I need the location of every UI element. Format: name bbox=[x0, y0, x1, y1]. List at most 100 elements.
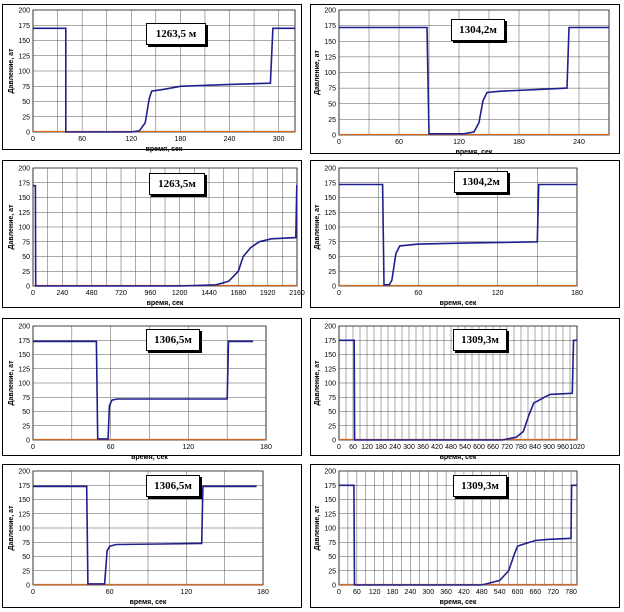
y-tick-label: 50 bbox=[328, 254, 336, 261]
x-tick-label: 720 bbox=[547, 589, 559, 596]
pressure-series-line bbox=[33, 340, 254, 440]
x-tick-label: 300 bbox=[422, 589, 434, 596]
y-tick-label: 200 bbox=[18, 469, 30, 476]
y-tick-label: 175 bbox=[18, 483, 30, 490]
x-tick-label: 240 bbox=[56, 290, 68, 297]
y-tick-label: 200 bbox=[324, 324, 336, 331]
depth-label: 1304,2м bbox=[451, 19, 505, 41]
x-tick-label: 600 bbox=[473, 444, 485, 451]
y-tick-label: 50 bbox=[22, 409, 30, 416]
y-tick-label: 75 bbox=[22, 395, 30, 402]
x-tick-label: 60 bbox=[106, 589, 114, 596]
x-tick-label: 0 bbox=[31, 444, 35, 451]
chart-panel-6: 0 25 50 75 100 125 150 175 200 0 60 120 180 240 300 360… bbox=[310, 318, 620, 461]
y-tick-label: 150 bbox=[18, 195, 30, 202]
y-tick-label: 100 bbox=[18, 225, 30, 232]
x-tick-label: 1020 bbox=[569, 444, 585, 451]
y-axis-label: Давление, ат bbox=[8, 204, 15, 250]
y-axis-label: Давление, ат bbox=[314, 360, 321, 406]
x-tick-label: 960 bbox=[557, 444, 569, 451]
depth-label: 1306,5м bbox=[146, 475, 200, 497]
x-tick-label: 60 bbox=[349, 444, 357, 451]
x-axis-label: время, сек bbox=[147, 300, 184, 307]
x-tick-label: 420 bbox=[431, 444, 443, 451]
chart-panel-7: 0 25 50 75 100 125 150 175 200 0 60 120 180 время, се… bbox=[2, 464, 302, 608]
x-axis-label: время, сек bbox=[130, 599, 167, 606]
y-tick-label: 200 bbox=[18, 324, 30, 331]
y-tick-label: 175 bbox=[324, 23, 336, 30]
x-tick-label: 0 bbox=[337, 444, 341, 451]
y-tick-label: 25 bbox=[22, 423, 30, 430]
y-tick-label: 50 bbox=[328, 409, 336, 416]
x-tick-label: 0 bbox=[31, 290, 35, 297]
x-tick-label: 180 bbox=[375, 444, 387, 451]
y-tick-label: 175 bbox=[18, 180, 30, 187]
y-tick-label: 125 bbox=[18, 366, 30, 373]
x-tick-label: 360 bbox=[440, 589, 452, 596]
pressure-series-line bbox=[339, 183, 577, 286]
y-axis-label: Давление, ат bbox=[8, 48, 15, 94]
y-tick-label: 75 bbox=[328, 540, 336, 547]
x-tick-label: 780 bbox=[515, 444, 527, 451]
x-tick-label: 120 bbox=[453, 139, 465, 146]
y-tick-label: 125 bbox=[324, 366, 336, 373]
x-tick-label: 240 bbox=[389, 444, 401, 451]
y-tick-label: 75 bbox=[22, 239, 30, 246]
depth-label: 1309,3м bbox=[453, 329, 507, 351]
y-tick-label: 125 bbox=[18, 210, 30, 217]
x-tick-label: 120 bbox=[369, 589, 381, 596]
x-axis-label: время, сек bbox=[440, 300, 477, 307]
y-tick-label: 25 bbox=[22, 568, 30, 575]
x-tick-label: 120 bbox=[180, 589, 192, 596]
x-tick-label: 480 bbox=[476, 589, 488, 596]
y-tick-label: 200 bbox=[324, 469, 336, 476]
x-tick-label: 600 bbox=[512, 589, 524, 596]
x-axis-label: время, сек bbox=[146, 146, 183, 153]
y-tick-label: 125 bbox=[18, 511, 30, 518]
y-tick-label: 0 bbox=[332, 583, 336, 590]
pressure-series-line bbox=[33, 184, 298, 287]
x-tick-label: 480 bbox=[445, 444, 457, 451]
x-tick-label: 240 bbox=[224, 136, 236, 143]
y-tick-label: 150 bbox=[324, 195, 336, 202]
y-tick-label: 50 bbox=[22, 254, 30, 261]
y-tick-label: 75 bbox=[22, 540, 30, 547]
y-tick-label: 150 bbox=[18, 352, 30, 359]
x-tick-label: 660 bbox=[487, 444, 499, 451]
x-tick-label: 720 bbox=[115, 290, 127, 297]
depth-label: 1263,5 м bbox=[146, 23, 206, 45]
y-tick-label: 100 bbox=[324, 70, 336, 77]
y-tick-label: 25 bbox=[22, 269, 30, 276]
x-tick-label: 660 bbox=[530, 589, 542, 596]
y-tick-label: 150 bbox=[18, 38, 30, 45]
x-tick-label: 60 bbox=[395, 139, 403, 146]
y-tick-label: 100 bbox=[18, 526, 30, 533]
y-tick-label: 175 bbox=[324, 483, 336, 490]
x-tick-label: 1920 bbox=[260, 290, 276, 297]
pressure-series-line bbox=[339, 484, 577, 586]
x-tick-label: 840 bbox=[529, 444, 541, 451]
x-tick-label: 0 bbox=[31, 136, 35, 143]
y-tick-label: 50 bbox=[328, 554, 336, 561]
x-tick-label: 0 bbox=[31, 589, 35, 596]
pressure-series-line bbox=[339, 339, 577, 441]
y-tick-label: 150 bbox=[324, 497, 336, 504]
x-tick-label: 0 bbox=[337, 589, 341, 596]
y-axis-label: Давление, ат bbox=[314, 49, 321, 95]
y-tick-label: 175 bbox=[324, 338, 336, 345]
y-tick-label: 200 bbox=[18, 8, 30, 15]
chart-panel-5: 0 25 50 75 100 125 150 175 200 0 60 120 180 время, се… bbox=[2, 318, 302, 461]
x-tick-label: 480 bbox=[86, 290, 98, 297]
x-tick-label: 60 bbox=[78, 136, 86, 143]
y-tick-label: 150 bbox=[324, 39, 336, 46]
y-tick-label: 200 bbox=[324, 166, 336, 173]
x-axis-label: время, сек bbox=[456, 149, 493, 156]
y-tick-label: 0 bbox=[332, 438, 336, 445]
chart-panel-4: 0 25 50 75 100 125 150 175 200 0 60 120 180 время, се… bbox=[310, 160, 620, 308]
y-tick-label: 0 bbox=[332, 284, 336, 291]
y-tick-label: 100 bbox=[18, 69, 30, 76]
y-tick-label: 125 bbox=[18, 53, 30, 60]
y-tick-label: 50 bbox=[22, 99, 30, 106]
x-tick-label: 0 bbox=[337, 139, 341, 146]
x-tick-label: 180 bbox=[513, 139, 525, 146]
